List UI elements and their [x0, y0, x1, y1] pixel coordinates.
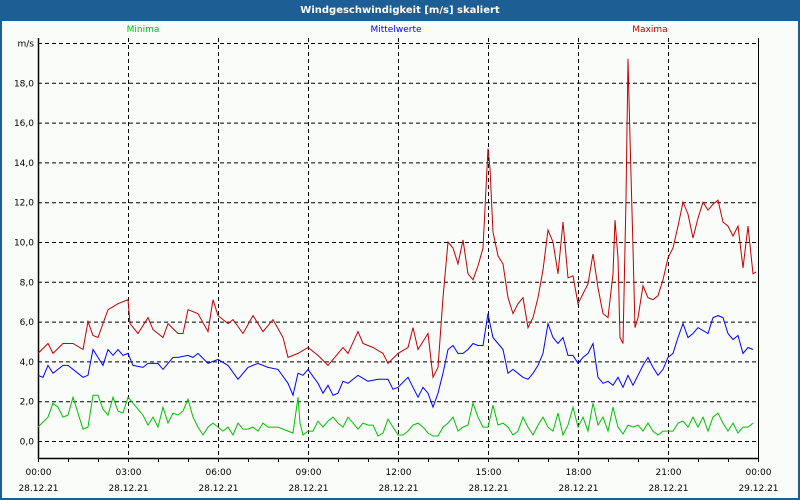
x-tick-time: 00:00 — [746, 468, 772, 478]
y-tick-label: 18,0 — [14, 79, 34, 89]
x-tick-date: 28.12.21 — [558, 484, 598, 494]
legend-maxima: Maxima — [632, 25, 667, 35]
y-tick-label: m/s — [18, 40, 35, 50]
series-line-maxima — [37, 58, 757, 380]
legend-minima: Minima — [127, 25, 160, 35]
x-tick-time: 06:00 — [206, 468, 232, 478]
y-tick-label: 4,0 — [20, 358, 35, 368]
x-tick-date: 28.12.21 — [198, 484, 238, 494]
y-tick-label: 8,0 — [20, 278, 35, 288]
y-tick-label: 6,0 — [20, 318, 35, 328]
x-tick-time: 21:00 — [656, 468, 682, 478]
x-tick-time: 09:00 — [296, 468, 322, 478]
legend-mittelwerte: Mittelwerte — [370, 25, 421, 35]
x-tick-date: 28.12.21 — [378, 484, 418, 494]
x-tick-time: 03:00 — [116, 468, 142, 478]
y-tick-label: 2,0 — [20, 398, 35, 408]
y-tick-label: 12,0 — [14, 199, 34, 209]
y-tick-label: 10,0 — [14, 239, 34, 249]
x-tick-time: 00:00 — [26, 468, 52, 478]
window-title: Windgeschwindigkeit [m/s] skaliert — [2, 2, 798, 21]
x-tick-time: 18:00 — [566, 468, 592, 478]
series-line-mittelwerte — [37, 313, 754, 409]
series-line-minima — [37, 394, 754, 437]
x-tick-date: 29.12.21 — [738, 484, 778, 494]
x-tick-date: 28.12.21 — [18, 484, 58, 494]
y-tick-label: 0,0 — [20, 438, 35, 448]
x-tick-time: 15:00 — [476, 468, 502, 478]
x-tick-date: 28.12.21 — [468, 484, 508, 494]
y-tick-label: 14,0 — [14, 159, 34, 169]
x-tick-date: 28.12.21 — [288, 484, 328, 494]
x-tick-time: 12:00 — [386, 468, 412, 478]
y-tick-label: 16,0 — [14, 119, 34, 129]
x-tick-date: 28.12.21 — [108, 484, 148, 494]
x-tick-date: 28.12.21 — [648, 484, 688, 494]
